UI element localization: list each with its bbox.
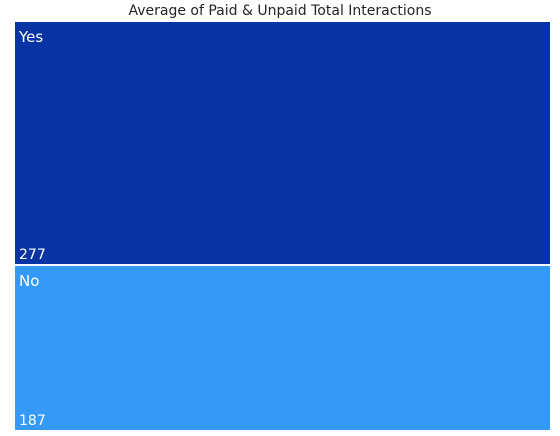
tile-category-label: Yes	[19, 28, 44, 46]
tile-data-label: 277	[19, 247, 46, 263]
treemap: Yes 277 No 187	[15, 22, 550, 430]
tile-category-label: No	[19, 272, 40, 290]
chart-title: Average of Paid & Unpaid Total Interacti…	[128, 3, 432, 19]
treemap-tile-yes[interactable]: Yes 277	[15, 22, 550, 264]
tile-data-label: 187	[19, 413, 46, 429]
treemap-tile-no[interactable]: No 187	[15, 266, 550, 430]
